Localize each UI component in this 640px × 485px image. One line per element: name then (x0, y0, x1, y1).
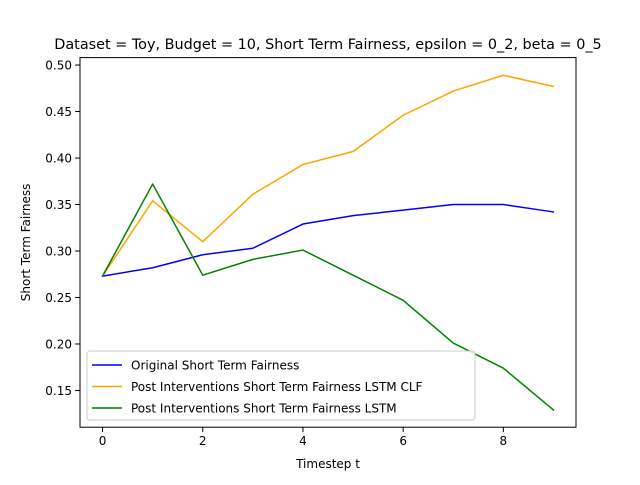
x-tick-label: 2 (199, 434, 207, 448)
ticks-layer: 0 2 4 6 8 0.15 0.20 0.25 0.30 0.35 0.40 0.45 0.50 (45, 58, 507, 448)
legend-entry: Post Interventions Short Term Fairness L… (131, 401, 397, 415)
x-tick-label: 4 (299, 434, 307, 448)
legend: Original Short Term Fairness Post Interve… (86, 350, 476, 421)
y-axis-label: Short Term Fairness (19, 184, 33, 302)
y-tick-label: 0.30 (45, 244, 72, 258)
series-line-3 (101, 183, 555, 412)
y-tick-label: 0.25 (45, 291, 72, 305)
legend-entry: Original Short Term Fairness (131, 358, 299, 372)
chart-title: Dataset = Toy, Budget = 10, Short Term F… (54, 37, 601, 53)
series-line-2 (101, 74, 555, 278)
x-tick-label: 8 (500, 434, 508, 448)
x-tick-label: 6 (399, 434, 407, 448)
legend-items: Original Short Term Fairness Post Interve… (92, 358, 423, 415)
y-tick-label: 0.45 (45, 105, 72, 119)
x-tick-label: 0 (99, 434, 107, 448)
y-tick-label: 0.40 (45, 151, 72, 165)
plot-frame (79, 57, 577, 428)
legend-entry: Post Interventions Short Term Fairness L… (131, 380, 423, 394)
legend-box (86, 350, 476, 421)
y-tick-label: 0.20 (45, 337, 72, 351)
y-tick-label: 0.50 (45, 58, 72, 72)
series-layer (101, 74, 555, 412)
y-tick-label: 0.15 (45, 384, 72, 398)
x-axis-label: Timestep t (295, 457, 360, 471)
series-line-1 (101, 203, 555, 277)
y-tick-label: 0.35 (45, 198, 72, 212)
